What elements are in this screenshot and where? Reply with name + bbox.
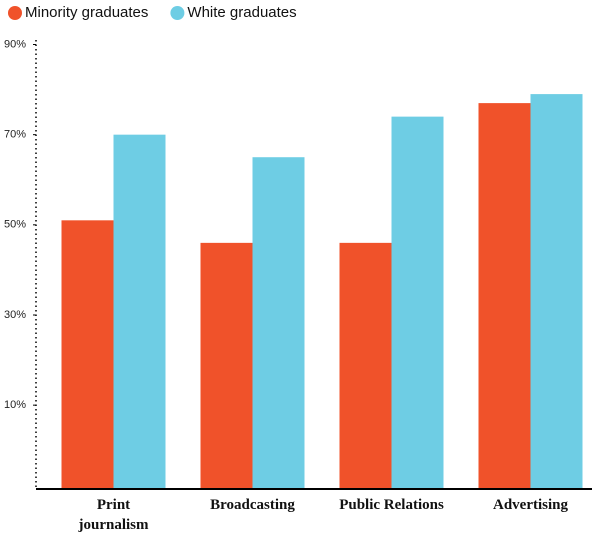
legend-marker — [8, 6, 22, 20]
bar — [200, 242, 253, 489]
y-tick-label: 70% — [4, 129, 26, 141]
bar — [61, 220, 114, 489]
y-tick-label: 30% — [4, 309, 26, 321]
bar — [478, 103, 531, 489]
bar — [391, 116, 444, 490]
bar — [113, 134, 166, 489]
y-tick-label: 10% — [4, 399, 26, 411]
legend-label: White graduates — [187, 4, 296, 21]
legend-label: Minority graduates — [25, 4, 148, 21]
legend-marker — [170, 6, 185, 20]
x-tick-label: Advertising — [493, 497, 568, 513]
x-tick-label: Print journalism — [78, 497, 149, 533]
y-tick-label: 50% — [4, 219, 26, 231]
bar — [530, 94, 583, 490]
y-tick-label: 90% — [4, 38, 26, 50]
bar — [252, 157, 305, 489]
x-tick-label: Broadcasting — [210, 497, 295, 513]
bar — [339, 242, 392, 489]
x-tick-label: Public Relations — [339, 497, 444, 513]
